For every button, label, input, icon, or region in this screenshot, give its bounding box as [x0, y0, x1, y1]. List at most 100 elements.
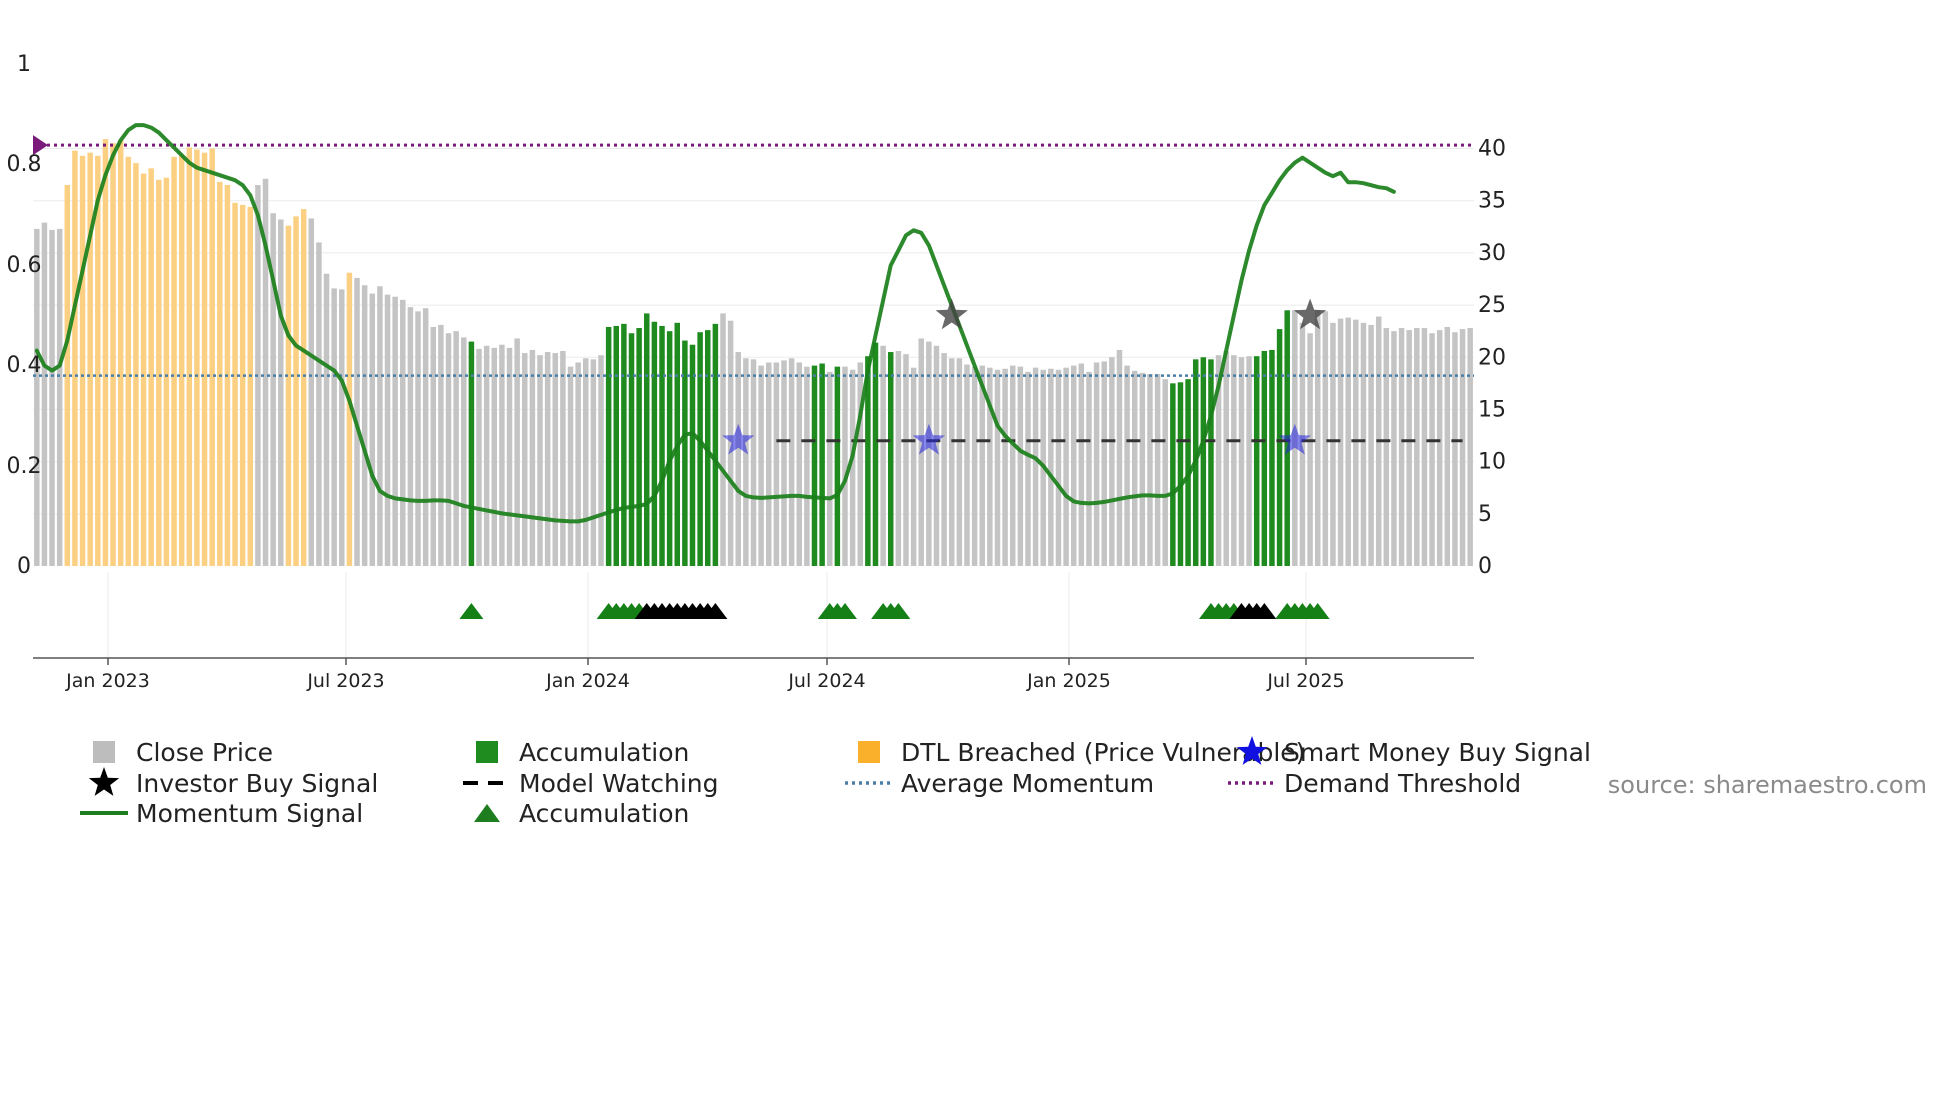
price-bar: [148, 168, 154, 567]
price-bar: [346, 272, 353, 566]
price-bar: [682, 340, 688, 566]
price-bar: [956, 358, 963, 566]
price-bar: [1208, 359, 1214, 566]
legend-label: Demand Threshold: [1284, 769, 1521, 798]
price-bar: [400, 299, 406, 566]
legend-label: Momentum Signal: [136, 799, 363, 828]
price-bar: [1307, 333, 1313, 566]
accumulation-triangle: [832, 603, 857, 619]
price-bar: [727, 320, 734, 566]
price-bar: [1353, 319, 1359, 566]
line-series: [33, 123, 1474, 524]
price-bar: [285, 225, 292, 567]
price-bar: [1444, 326, 1451, 566]
price-bar: [971, 366, 978, 566]
price-bar: [903, 354, 909, 566]
legend-label: Close Price: [136, 738, 273, 767]
price-bar: [1467, 328, 1473, 566]
price-bar: [506, 347, 513, 566]
price-bar: [41, 222, 48, 566]
price-bar: [339, 289, 345, 566]
signal-markers: [459, 298, 1330, 619]
price-bar: [514, 338, 520, 566]
price-bar: [1063, 367, 1069, 566]
price-bar: [331, 288, 337, 566]
y-left-tick-label: 0.8: [7, 152, 42, 177]
price-bar: [392, 296, 398, 566]
price-bar: [491, 347, 498, 566]
price-bar: [209, 148, 215, 566]
price-bar: [34, 228, 40, 566]
x-tick-label: Jan 2025: [1026, 670, 1111, 692]
legend-marker-triangle: [474, 804, 500, 822]
price-bar: [369, 293, 376, 566]
price-bar: [880, 345, 886, 566]
price-bar: [529, 349, 536, 566]
price-bar: [1200, 357, 1207, 566]
price-bar: [1322, 311, 1329, 566]
price-bar: [598, 355, 604, 566]
y-left-tick-label: 1: [17, 52, 31, 77]
price-bar: [926, 341, 932, 566]
price-bar: [583, 358, 589, 566]
price-bar: [1360, 322, 1367, 566]
price-bar: [79, 155, 86, 566]
price-bar: [72, 150, 78, 566]
legend-marker-square: [93, 741, 115, 763]
price-bar: [697, 332, 703, 566]
price-bar: [613, 325, 620, 566]
price-bar: [476, 348, 482, 566]
price-bar: [64, 185, 71, 566]
price-bar: [1436, 330, 1443, 566]
price-bar: [1429, 333, 1435, 566]
price-bar: [308, 218, 315, 566]
price-bar: [125, 156, 132, 566]
legend-label: DTL Breached (Price Vulnerable): [901, 738, 1305, 767]
price-bar: [1009, 365, 1016, 566]
price-bar: [758, 365, 764, 566]
smart-money-star: [722, 423, 755, 455]
price-bar: [628, 333, 635, 566]
legend-label: Smart Money Buy Signal: [1284, 738, 1591, 767]
price-bar: [1314, 310, 1321, 566]
price-bar: [163, 177, 170, 566]
price-bar: [1337, 318, 1344, 566]
price-bar: [1078, 363, 1085, 566]
price-bar: [1139, 372, 1146, 566]
price-bar: [1017, 366, 1024, 566]
price-bar: [1070, 365, 1077, 566]
accumulation-triangle-dark: [1252, 603, 1277, 619]
price-bar: [1109, 357, 1115, 566]
price-bar: [1421, 328, 1428, 566]
price-bar: [468, 341, 475, 566]
y-right-tick-label: 35: [1478, 189, 1506, 214]
price-bar: [232, 202, 238, 566]
price-bar: [522, 353, 528, 566]
price-bar: [964, 364, 970, 566]
price-bar: [1391, 331, 1397, 566]
y-left-tick-label: 0.4: [7, 353, 42, 378]
price-bar: [1170, 383, 1176, 566]
investor-buy-star: [1293, 298, 1327, 330]
price-bar: [316, 242, 322, 566]
x-tick-label: Jan 2023: [65, 670, 150, 692]
price-bar: [262, 178, 269, 567]
price-bar: [552, 353, 559, 566]
price-bar: [300, 209, 307, 566]
price-bar: [278, 219, 284, 566]
price-bar: [948, 358, 955, 566]
y-right-tick-label: 0: [1478, 554, 1492, 579]
price-bar: [1398, 328, 1405, 566]
price-bar: [194, 149, 200, 566]
price-bar: [377, 286, 383, 566]
price-bar: [987, 367, 993, 566]
accumulation-triangle: [459, 603, 484, 619]
price-bar: [1246, 356, 1252, 566]
price-bar: [483, 345, 490, 566]
legend-label: Average Momentum: [901, 769, 1154, 798]
legend-marker-star: [1236, 736, 1268, 765]
price-bar: [811, 365, 818, 566]
price-bar: [1025, 371, 1031, 566]
price-bar: [788, 358, 795, 566]
